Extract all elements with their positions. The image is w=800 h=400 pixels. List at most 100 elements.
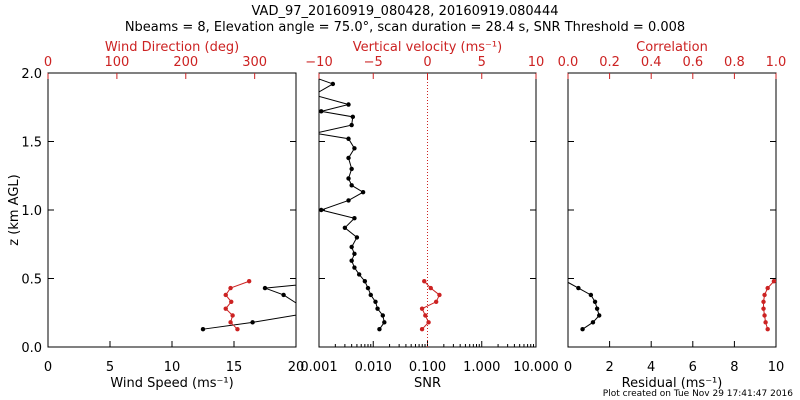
y-tick-label: 2.0	[21, 67, 42, 82]
bottom-data-point	[319, 109, 324, 114]
x-top-tick-label: 0	[44, 55, 52, 70]
top-data-point	[235, 326, 240, 332]
bottom-data-point	[580, 326, 585, 332]
bottom-data-point	[250, 320, 255, 325]
bottom-data-point	[588, 292, 594, 298]
chart-subtitle: Nbeams = 8, Elevation angle = 75.0°, sca…	[125, 20, 685, 35]
bottom-data-point	[365, 285, 371, 291]
panel-frame-residual	[567, 72, 777, 348]
x-top-axis-label: Wind Direction (deg)	[105, 40, 239, 55]
x-top-axis-label: Correlation	[636, 40, 708, 55]
x-top-tick-label: 0.4	[641, 55, 662, 70]
x-tick-label: 0	[44, 360, 52, 375]
x-tick-label: 15	[226, 360, 243, 375]
x-tick-label: 8	[730, 360, 738, 375]
x-top-tick-label: 0	[423, 55, 431, 70]
top-data-point	[761, 306, 766, 311]
x-tick-label: 10	[164, 360, 181, 375]
bottom-data-point	[354, 235, 360, 240]
top-data-point	[246, 279, 252, 284]
x-top-tick-label: 0.8	[724, 55, 745, 70]
top-data-point	[763, 320, 768, 325]
x-top-tick-label: 0.6	[682, 55, 703, 70]
bottom-data-point	[594, 306, 600, 311]
top-data-point	[765, 285, 770, 291]
x-top-tick-label: −5	[364, 55, 383, 70]
x-tick-label: 10	[768, 360, 785, 375]
top-data-point	[419, 306, 425, 311]
top-data-point	[761, 299, 766, 304]
x-top-tick-label: 0.2	[599, 55, 620, 70]
x-tick-label: 2	[605, 360, 613, 375]
bottom-data-point	[352, 251, 357, 257]
bottom-data-point	[281, 292, 286, 298]
top-data-point	[771, 279, 777, 284]
bottom-series-line	[319, 78, 385, 330]
top-data-point	[228, 285, 233, 291]
bottom-data-point	[362, 279, 368, 284]
top-data-point	[426, 320, 431, 325]
top-data-point	[229, 299, 234, 304]
chart-title: VAD_97_20160919_080428, 20160919.080444	[252, 4, 559, 19]
bottom-data-point	[349, 166, 354, 172]
top-data-point	[762, 292, 767, 298]
bottom-data-point	[346, 102, 351, 107]
bottom-data-point	[349, 122, 354, 128]
top-data-point	[765, 326, 770, 332]
top-data-point	[762, 313, 767, 318]
bottom-data-point	[346, 176, 351, 181]
y-tick-label: 1.5	[21, 136, 42, 151]
top-data-point	[422, 279, 427, 284]
x-top-tick-label: 0.0	[558, 55, 579, 70]
bottom-data-point	[352, 265, 357, 270]
bottom-data-point	[319, 207, 324, 213]
y-tick-label: 0.5	[21, 273, 42, 288]
bottom-data-point	[352, 146, 357, 151]
bottom-data-point	[330, 81, 336, 87]
x-tick-label: 0.100	[409, 360, 446, 375]
x-top-tick-label: 100	[104, 55, 129, 70]
bottom-data-point	[262, 285, 268, 291]
y-axis-label: z (km AGL)	[7, 174, 22, 245]
y-tick-label: 0.0	[21, 341, 42, 356]
bottom-data-point	[592, 299, 598, 304]
bottom-data-point	[380, 313, 386, 318]
bottom-data-point	[349, 258, 354, 263]
bottom-data-point	[349, 244, 354, 250]
y-tick-label: 1.0	[21, 204, 42, 219]
top-data-point	[223, 292, 228, 298]
bottom-data-point	[360, 189, 366, 195]
x-axis-label: Residual (ms⁻¹)	[622, 376, 723, 391]
x-top-tick-label: 10	[528, 55, 545, 70]
bottom-data-point	[377, 326, 382, 332]
bottom-data-point	[375, 306, 380, 311]
x-tick-label: 6	[689, 360, 697, 375]
bottom-data-point	[356, 272, 362, 277]
top-data-point	[433, 299, 439, 304]
top-data-point	[423, 313, 428, 318]
x-tick-label: 10.000	[513, 360, 559, 375]
bottom-data-point	[382, 320, 387, 325]
x-tick-label: 0	[564, 360, 572, 375]
x-tick-label: 4	[647, 360, 655, 375]
x-top-tick-label: 200	[173, 55, 198, 70]
bottom-data-point	[597, 313, 602, 318]
x-top-tick-label: −10	[305, 55, 332, 70]
bottom-data-point	[346, 136, 351, 141]
x-top-axis-label: Vertical velocity (ms⁻¹)	[353, 40, 502, 55]
bottom-series-line	[202, 284, 296, 330]
plot-created-footer: Plot created on Tue Nov 29 17:41:47 2016	[603, 389, 793, 399]
x-axis-label: Wind Speed (ms⁻¹)	[110, 376, 233, 391]
bottom-data-point	[342, 225, 348, 231]
top-data-point	[428, 285, 433, 291]
bottom-data-point	[373, 299, 378, 304]
x-tick-label: 5	[106, 360, 114, 375]
top-data-point	[223, 306, 228, 311]
top-data-point	[230, 313, 235, 318]
top-data-point	[228, 320, 233, 325]
bottom-data-point	[346, 155, 351, 161]
bottom-data-point	[346, 198, 351, 203]
bottom-data-point	[590, 320, 596, 325]
x-tick-label: 0.010	[355, 360, 392, 375]
